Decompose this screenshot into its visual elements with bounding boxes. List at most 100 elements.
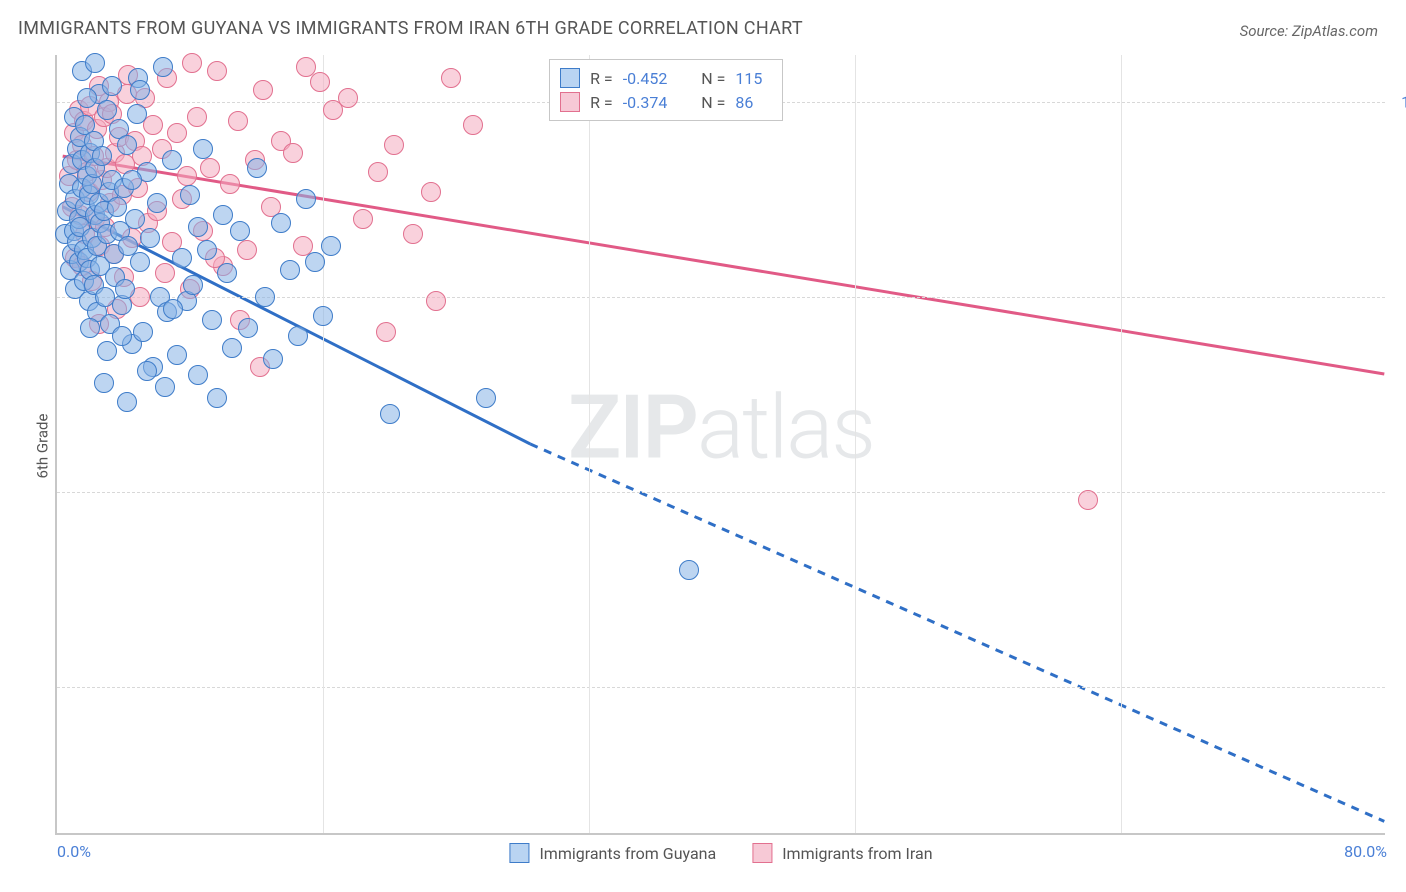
scatter-point xyxy=(155,263,175,283)
scatter-point xyxy=(463,115,483,135)
scatter-point xyxy=(237,240,257,260)
legend-n-label: N = xyxy=(701,69,725,88)
legend-swatch xyxy=(560,92,580,112)
scatter-point xyxy=(228,111,248,131)
scatter-point xyxy=(133,322,153,342)
scatter-point xyxy=(102,76,122,96)
scatter-point xyxy=(271,213,291,233)
scatter-point xyxy=(200,158,220,178)
scatter-point xyxy=(368,162,388,182)
legend-n-label: N = xyxy=(701,93,725,112)
scatter-point xyxy=(147,193,167,213)
scatter-point xyxy=(182,53,202,73)
legend-row: R = -0.452 N = 115 xyxy=(560,66,768,90)
scatter-point xyxy=(163,299,183,319)
scatter-point xyxy=(140,228,160,248)
scatter-point xyxy=(207,388,227,408)
scatter-point xyxy=(187,107,207,127)
scatter-point xyxy=(380,404,400,424)
scatter-point xyxy=(137,361,157,381)
scatter-point xyxy=(305,252,325,272)
trend-line xyxy=(63,156,1385,374)
scatter-point xyxy=(162,150,182,170)
scatter-point xyxy=(97,341,117,361)
scatter-point xyxy=(167,345,187,365)
scatter-point xyxy=(441,68,461,88)
scatter-point xyxy=(125,209,145,229)
scatter-point xyxy=(338,88,358,108)
scatter-point xyxy=(143,115,163,135)
scatter-point xyxy=(1078,490,1098,510)
correlation-legend: R = -0.452 N = 115R = -0.374 N = 86 xyxy=(549,59,783,121)
scatter-point xyxy=(155,377,175,397)
scatter-point xyxy=(77,88,97,108)
series-legend-label: Immigrants from Guyana xyxy=(539,844,716,863)
scatter-point xyxy=(117,392,137,412)
scatter-point xyxy=(92,146,112,166)
scatter-point xyxy=(313,306,333,326)
scatter-point xyxy=(207,61,227,81)
trend-line xyxy=(530,444,1384,821)
scatter-point xyxy=(283,143,303,163)
scatter-point xyxy=(353,209,373,229)
gridline-horizontal xyxy=(57,492,1385,493)
scatter-point xyxy=(679,560,699,580)
scatter-point xyxy=(384,135,404,155)
series-legend-label: Immigrants from Iran xyxy=(782,844,932,863)
scatter-point xyxy=(222,338,242,358)
series-legend-item: Immigrants from Guyana xyxy=(509,843,716,863)
y-tick-label: 100.0% xyxy=(1393,92,1406,111)
legend-r-value: -0.374 xyxy=(623,93,668,112)
scatter-point xyxy=(153,57,173,77)
scatter-point xyxy=(376,322,396,342)
scatter-point xyxy=(130,80,150,100)
scatter-point xyxy=(426,291,446,311)
legend-n-value: 115 xyxy=(735,69,762,88)
scatter-point xyxy=(130,252,150,272)
x-tick-label: 0.0% xyxy=(57,842,91,861)
scatter-point xyxy=(172,248,192,268)
legend-n-value: 86 xyxy=(735,93,753,112)
scatter-point xyxy=(213,205,233,225)
scatter-point xyxy=(280,260,300,280)
y-axis-label: 6th Grade xyxy=(33,414,51,479)
scatter-point xyxy=(94,373,114,393)
legend-r-value: -0.452 xyxy=(623,69,668,88)
scatter-point xyxy=(238,318,258,338)
scatter-point xyxy=(183,275,203,295)
scatter-point xyxy=(197,240,217,260)
gridline-vertical xyxy=(1121,55,1122,833)
legend-r-label: R = xyxy=(590,93,613,112)
legend-swatch xyxy=(560,68,580,88)
legend-swatch xyxy=(752,843,772,863)
scatter-point xyxy=(421,182,441,202)
source-label: Source: ZipAtlas.com xyxy=(1240,22,1378,40)
y-tick-label: 90.0% xyxy=(1393,482,1406,501)
scatter-point xyxy=(127,104,147,124)
scatter-point xyxy=(321,236,341,256)
scatter-point xyxy=(97,100,117,120)
scatter-point xyxy=(167,123,187,143)
scatter-point xyxy=(220,174,240,194)
legend-swatch xyxy=(509,843,529,863)
scatter-point xyxy=(202,310,222,330)
y-tick-label: 95.0% xyxy=(1393,287,1406,306)
scatter-point xyxy=(263,349,283,369)
scatter-point xyxy=(310,72,330,92)
scatter-point xyxy=(253,80,273,100)
scatter-point xyxy=(117,135,137,155)
scatter-point xyxy=(122,170,142,190)
scatter-point xyxy=(296,189,316,209)
scatter-point xyxy=(230,221,250,241)
scatter-point xyxy=(188,365,208,385)
x-tick-label: 80.0% xyxy=(1344,842,1387,861)
scatter-point xyxy=(112,326,132,346)
scatter-point xyxy=(188,217,208,237)
legend-row: R = -0.374 N = 86 xyxy=(560,90,768,114)
series-legend: Immigrants from Guyana Immigrants from Ir… xyxy=(509,843,932,863)
scatter-point xyxy=(85,53,105,73)
plot-area: ZIPatlas 85.0%90.0%95.0%100.0%0.0%80.0%R… xyxy=(55,55,1385,835)
scatter-point xyxy=(247,158,267,178)
gridline-vertical xyxy=(589,55,590,833)
legend-r-label: R = xyxy=(590,69,613,88)
